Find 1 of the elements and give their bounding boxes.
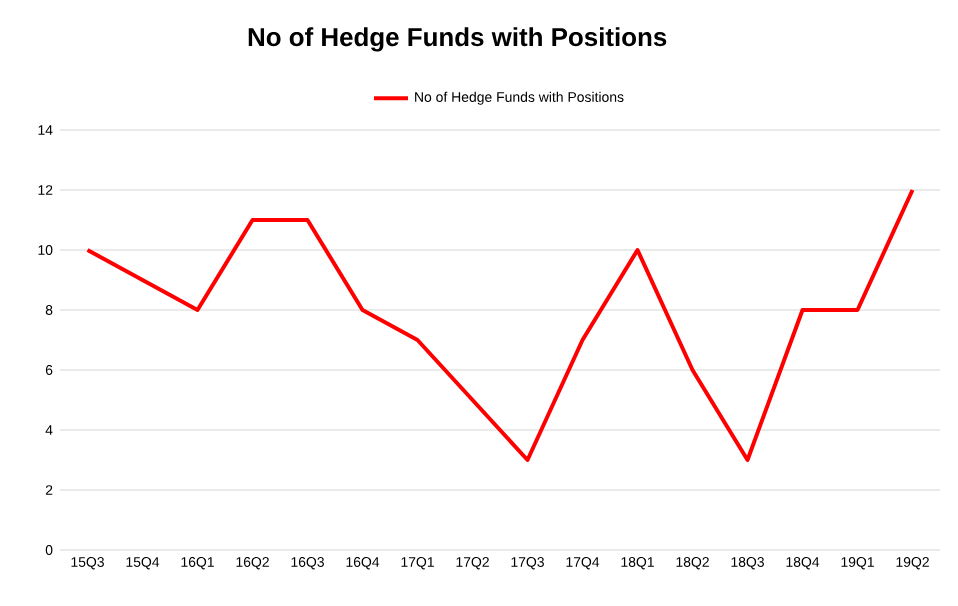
chart-title: No of Hedge Funds with Positions [248,27,667,52]
